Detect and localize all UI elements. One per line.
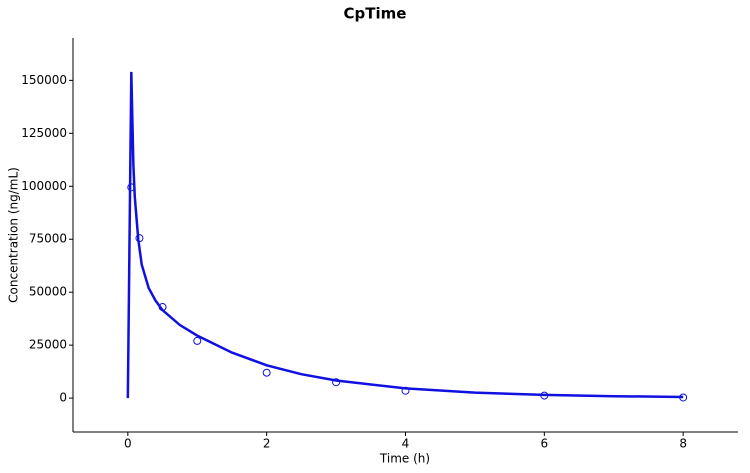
x-tick-label: 2 <box>263 437 271 451</box>
y-tick-label: 75000 <box>29 232 67 246</box>
x-tick-label: 6 <box>541 437 549 451</box>
data-point <box>193 336 202 345</box>
x-tick-label: 8 <box>679 437 687 451</box>
chart-title: CpTime <box>344 5 407 23</box>
data-point <box>679 393 688 402</box>
y-tick-label: 150000 <box>21 73 67 87</box>
y-tick-label: 0 <box>59 391 67 405</box>
data-point <box>332 378 341 387</box>
data-point <box>127 183 136 192</box>
data-point <box>401 386 410 395</box>
data-point <box>135 234 144 243</box>
y-tick-label: 125000 <box>21 126 67 140</box>
data-point <box>262 368 271 377</box>
x-axis-label: Time (h) <box>379 452 430 466</box>
data-point <box>158 303 167 312</box>
y-tick-label: 25000 <box>29 338 67 352</box>
data-point <box>540 391 549 400</box>
y-axis-label: Concentration (ng/mL) <box>7 167 21 303</box>
x-tick-label: 0 <box>124 437 132 451</box>
x-tick-label: 4 <box>402 437 410 451</box>
y-tick-label: 50000 <box>29 285 67 299</box>
fit-line <box>126 71 684 399</box>
y-tick-label: 100000 <box>21 179 67 193</box>
